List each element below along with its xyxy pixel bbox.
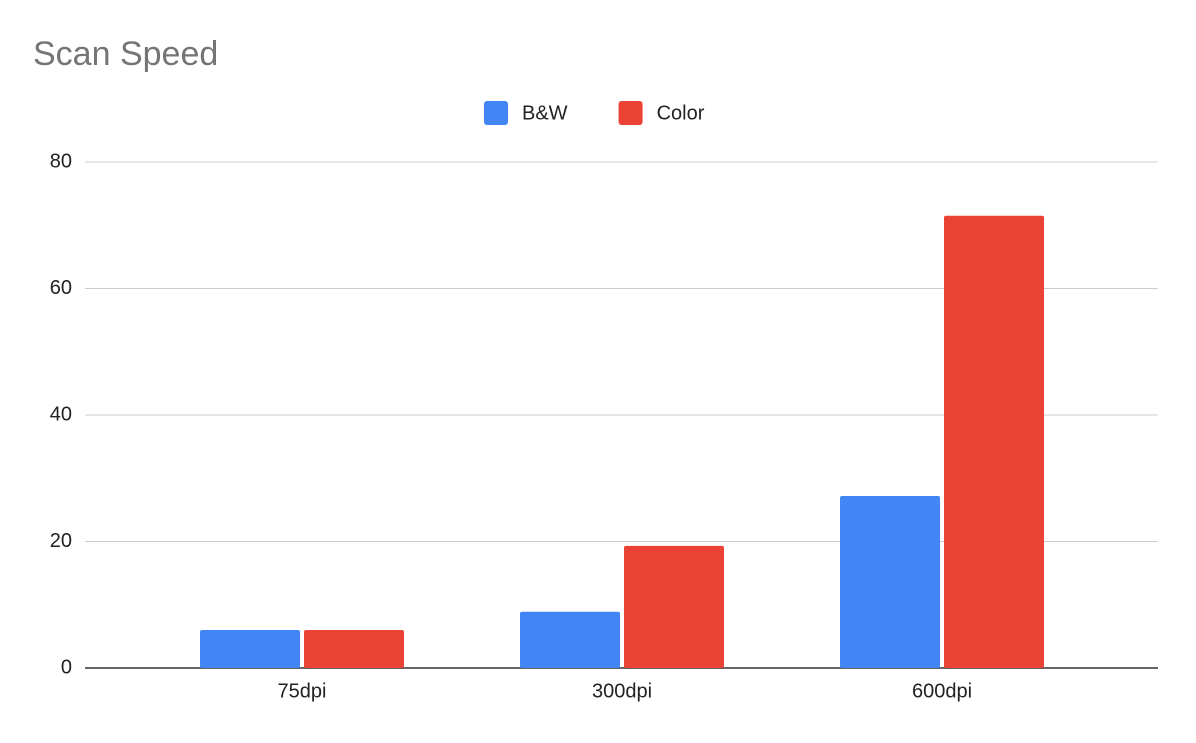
x-tick-label: 75dpi: [278, 680, 327, 702]
y-tick-label: 20: [50, 530, 72, 552]
bar: [840, 495, 940, 668]
bar: [944, 215, 1044, 668]
bar: [304, 630, 404, 668]
y-tick-label: 0: [61, 656, 72, 678]
chart-title: Scan Speed: [33, 35, 218, 73]
bar: [520, 611, 620, 668]
legend-label: B&W: [522, 102, 568, 124]
y-tick-label: 60: [50, 277, 72, 299]
legend-label: Color: [657, 102, 705, 124]
y-tick-label: 40: [50, 403, 72, 425]
legend-swatch: [484, 101, 508, 125]
bar: [200, 630, 300, 668]
legend-swatch: [618, 101, 643, 125]
x-tick-label: 600dpi: [912, 680, 972, 702]
y-tick-label: 80: [50, 150, 72, 172]
bar: [624, 545, 724, 668]
x-tick-label: 300dpi: [592, 680, 652, 702]
